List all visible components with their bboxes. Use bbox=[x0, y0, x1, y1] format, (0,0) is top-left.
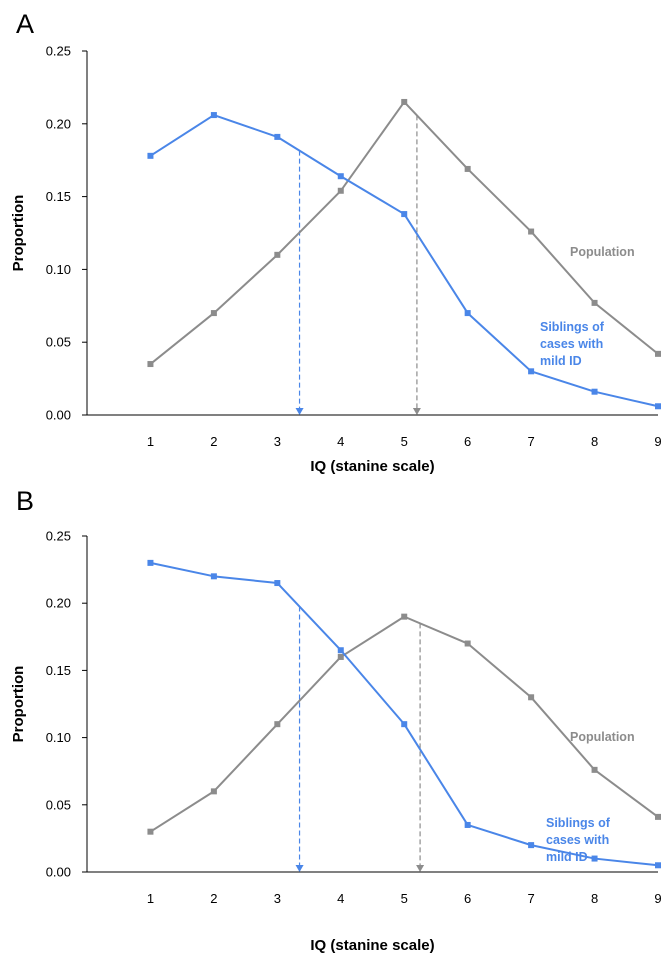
population-series-label: Population bbox=[570, 245, 635, 259]
population-point bbox=[401, 613, 408, 620]
population-point bbox=[274, 721, 281, 728]
y-tick-label: 0.05 bbox=[46, 797, 71, 812]
siblings-point bbox=[147, 152, 154, 159]
y-tick-label: 0.15 bbox=[46, 189, 71, 204]
x-tick-label: 3 bbox=[274, 434, 281, 449]
siblings-point bbox=[147, 559, 154, 566]
x-tick-label: 7 bbox=[527, 891, 534, 906]
siblings-series-label: cases with bbox=[540, 337, 603, 351]
chart-panel-b: B 0.00 0.05 0.10 0.15 0.20 0.25 1 2 3 4 5 6 7 8 9 IQ (st… bbox=[0, 480, 665, 959]
x-tick-label: 8 bbox=[591, 891, 598, 906]
siblings-point bbox=[401, 721, 408, 728]
siblings-series-label: Siblings of bbox=[546, 816, 611, 830]
population-point bbox=[337, 187, 344, 194]
siblings-point bbox=[210, 573, 217, 580]
population-series-label: Population bbox=[570, 730, 635, 744]
siblings-series-label: mild ID bbox=[546, 850, 588, 864]
population-point bbox=[528, 228, 535, 235]
siblings-point bbox=[210, 112, 217, 119]
siblings-series-label: mild ID bbox=[540, 354, 582, 368]
siblings-point bbox=[401, 211, 408, 218]
siblings-point bbox=[655, 862, 661, 869]
siblings-point bbox=[655, 403, 661, 410]
population-point bbox=[210, 310, 217, 317]
siblings-point bbox=[337, 647, 344, 654]
x-axis-title: IQ (stanine scale) bbox=[310, 937, 434, 954]
x-tick-label: 5 bbox=[401, 891, 408, 906]
y-tick-label: 0.25 bbox=[46, 529, 71, 544]
population-point bbox=[401, 98, 408, 105]
population-point bbox=[591, 766, 598, 773]
chart-a-svg: A 0.00 0.05 0.10 0.15 0.20 0.25 1 2 3 4 5 6 7 8 9 IQ (st… bbox=[10, 9, 662, 475]
y-axis-title: Proportion bbox=[10, 666, 27, 743]
siblings-series-label: cases with bbox=[546, 833, 609, 847]
panel-label: B bbox=[16, 486, 34, 516]
x-tick-label: 7 bbox=[527, 434, 534, 449]
siblings-point bbox=[591, 388, 598, 395]
population-point bbox=[655, 350, 661, 357]
x-axis-title: IQ (stanine scale) bbox=[310, 458, 434, 475]
x-tick-label: 5 bbox=[401, 434, 408, 449]
population-point bbox=[147, 828, 154, 835]
x-tick-label: 3 bbox=[274, 891, 281, 906]
y-tick-label: 0.20 bbox=[46, 596, 71, 611]
x-tick-label: 9 bbox=[654, 434, 661, 449]
siblings-point bbox=[464, 310, 471, 317]
x-tick-label: 1 bbox=[147, 434, 154, 449]
population-point bbox=[210, 788, 217, 795]
population-point bbox=[591, 299, 598, 306]
x-tick-label: 4 bbox=[337, 891, 344, 906]
x-tick-label: 1 bbox=[147, 891, 154, 906]
x-tick-label: 8 bbox=[591, 434, 598, 449]
y-tick-label: 0.05 bbox=[46, 335, 71, 350]
y-tick-label: 0.00 bbox=[46, 408, 71, 423]
y-tick-label: 0.20 bbox=[46, 116, 71, 131]
y-tick-label: 0.15 bbox=[46, 663, 71, 678]
y-tick-label: 0.10 bbox=[46, 730, 71, 745]
population-point bbox=[464, 640, 471, 647]
population-point bbox=[274, 251, 281, 258]
siblings-point bbox=[528, 842, 535, 849]
x-tick-label: 4 bbox=[337, 434, 344, 449]
y-tick-label: 0.00 bbox=[46, 865, 71, 880]
x-tick-label: 2 bbox=[210, 891, 217, 906]
y-axis-title: Proportion bbox=[10, 195, 27, 272]
siblings-point bbox=[528, 368, 535, 375]
chart-b-svg: B 0.00 0.05 0.10 0.15 0.20 0.25 1 2 3 4 5 6 7 8 9 IQ (st… bbox=[10, 486, 662, 954]
siblings-series-label: Siblings of bbox=[540, 320, 605, 334]
x-tick-label: 2 bbox=[210, 434, 217, 449]
x-tick-label: 9 bbox=[654, 891, 661, 906]
population-point bbox=[337, 653, 344, 660]
population-point bbox=[464, 165, 471, 172]
siblings-point bbox=[464, 821, 471, 828]
population-point bbox=[528, 694, 535, 701]
x-tick-label: 6 bbox=[464, 434, 471, 449]
x-tick-label: 6 bbox=[464, 891, 471, 906]
siblings-point bbox=[591, 855, 598, 862]
y-tick-label: 0.10 bbox=[46, 262, 71, 277]
panel-label: A bbox=[16, 9, 34, 39]
siblings-point bbox=[274, 133, 281, 140]
siblings-point bbox=[274, 580, 281, 587]
population-point bbox=[147, 361, 154, 368]
siblings-point bbox=[337, 173, 344, 180]
chart-panel-a: A 0.00 0.05 0.10 0.15 0.20 0.25 1 2 3 4 5 6 7 8 9 IQ (st… bbox=[10, 9, 662, 475]
population-point bbox=[655, 813, 661, 820]
y-tick-label: 0.25 bbox=[46, 44, 71, 59]
siblings-line bbox=[149, 114, 659, 408]
